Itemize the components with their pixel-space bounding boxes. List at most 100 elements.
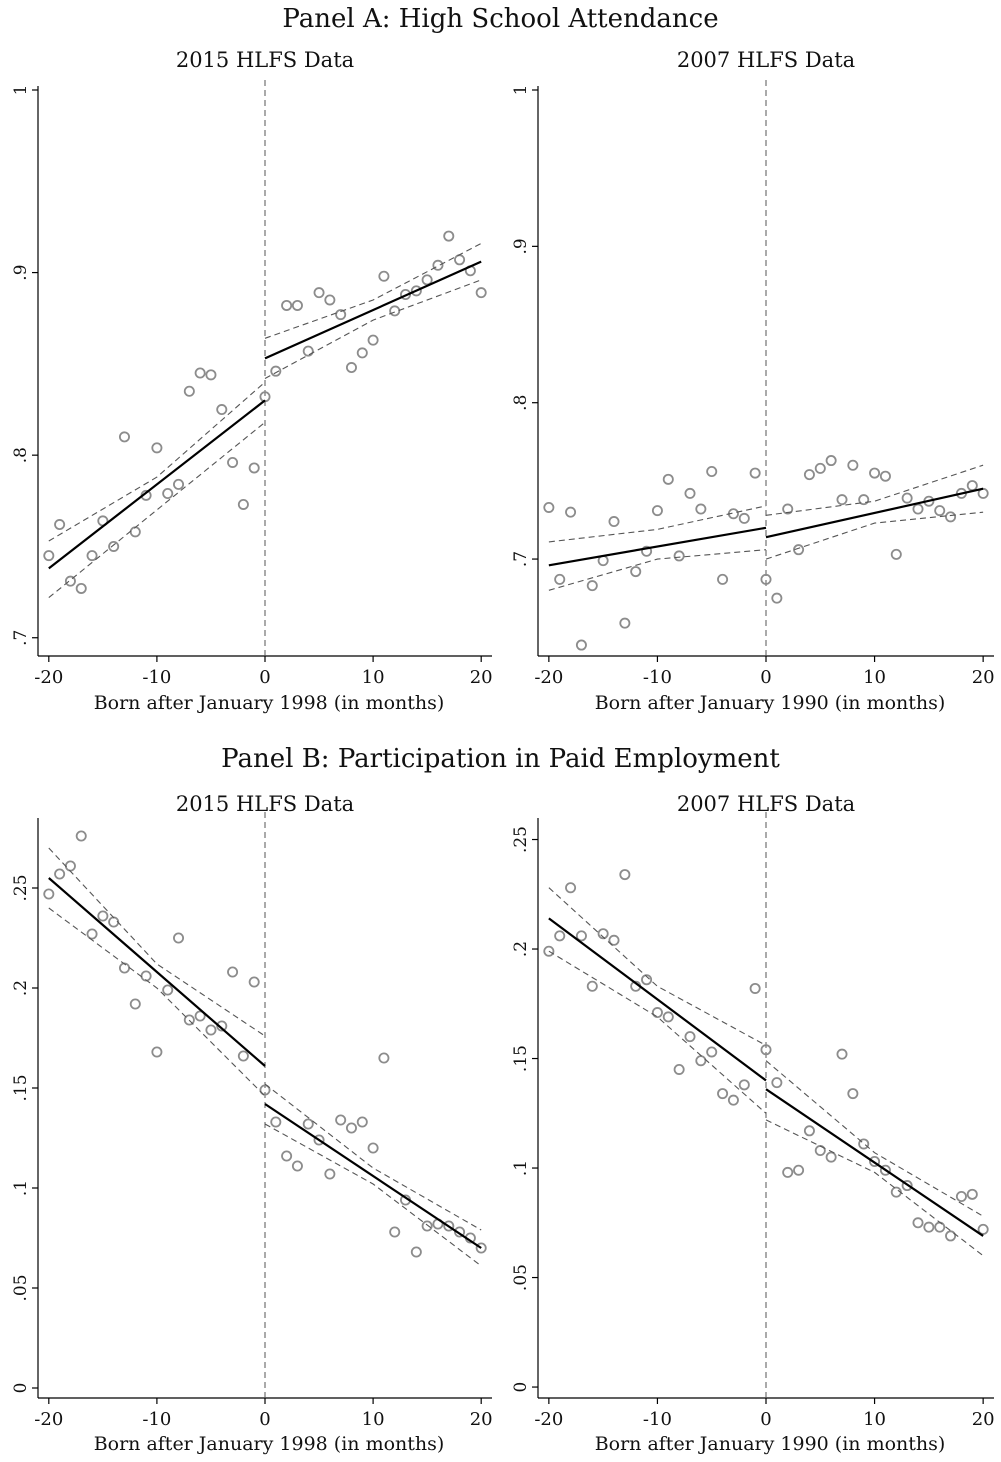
scatter-point bbox=[619, 869, 631, 881]
y-tick-label: .9 bbox=[511, 238, 531, 254]
ci-left-lower bbox=[548, 549, 767, 591]
x-axis-label: Born after January 1990 (in months) bbox=[595, 692, 946, 714]
subplot-title: 2015 HLFS Data bbox=[176, 48, 354, 72]
fit-line-right bbox=[264, 260, 482, 360]
scatter-point bbox=[651, 1007, 663, 1019]
ci-right-upper bbox=[264, 242, 482, 339]
scatter-point bbox=[108, 540, 120, 552]
scatter-point bbox=[237, 498, 249, 510]
scatter-point bbox=[858, 1138, 870, 1150]
scatter-point bbox=[945, 1230, 957, 1242]
x-tick-label: -20 bbox=[534, 667, 563, 688]
scatter-point bbox=[454, 254, 466, 266]
x-tick-label: 20 bbox=[972, 667, 995, 688]
scatter-point bbox=[454, 1226, 466, 1238]
scatter-point bbox=[858, 494, 870, 506]
scatter-point bbox=[43, 888, 55, 900]
scatter-point bbox=[879, 1164, 891, 1176]
scatter-point bbox=[966, 480, 978, 492]
scatter-point bbox=[173, 932, 185, 944]
scatter-point bbox=[586, 580, 598, 592]
scatter-point bbox=[75, 830, 87, 842]
scatter-point bbox=[183, 385, 195, 397]
scatter-point bbox=[912, 1217, 924, 1229]
y-tick-label: 0 bbox=[11, 1383, 31, 1394]
x-tick-label: 0 bbox=[259, 1409, 270, 1430]
scatter-point bbox=[324, 294, 336, 306]
scatter-point bbox=[565, 506, 577, 518]
y-tick-label: .2 bbox=[11, 980, 31, 996]
scatter-point bbox=[432, 259, 444, 271]
scatter-point bbox=[803, 1125, 815, 1137]
scatter-point bbox=[793, 544, 805, 556]
y-tick-label: 1 bbox=[11, 85, 31, 96]
scatter-point bbox=[684, 1031, 696, 1043]
scatter-point bbox=[270, 1116, 282, 1128]
scatter-point bbox=[836, 1048, 848, 1060]
x-tick-label: -10 bbox=[643, 1409, 672, 1430]
scatter-point bbox=[597, 928, 609, 940]
ci-left-upper bbox=[548, 887, 767, 1046]
scatter-point bbox=[302, 345, 314, 357]
scatter-point bbox=[749, 982, 761, 994]
y-tick-label: .9 bbox=[11, 264, 31, 280]
scatter-point bbox=[291, 299, 303, 311]
scatter-point bbox=[97, 910, 109, 922]
scatter-point bbox=[575, 930, 587, 942]
scatter-point bbox=[367, 1142, 379, 1154]
scatter-point bbox=[173, 478, 185, 490]
scatter-point bbox=[151, 442, 163, 454]
scatter-point bbox=[54, 868, 66, 880]
scatter-point bbox=[389, 1226, 401, 1238]
scatter-point bbox=[543, 501, 555, 513]
scatter-point bbox=[575, 639, 587, 651]
panel-b-title: Panel B: Participation in Paid Employmen… bbox=[221, 744, 780, 774]
scatter-point bbox=[140, 970, 152, 982]
x-tick-label: 10 bbox=[362, 667, 385, 688]
x-tick-label: 20 bbox=[972, 1409, 995, 1430]
chart-panel-a-2007: 2007 HLFS Data .7 .8 .9 1 -20 -10 0 10 20 Born aft… bbox=[511, 48, 995, 714]
scatter-point bbox=[608, 934, 620, 946]
fit-line-left bbox=[48, 399, 266, 570]
x-tick-label: -10 bbox=[643, 667, 672, 688]
chart-panel-a-2015: 2015 HLFS Data .7 .8 .9 1 -20 -10 0 10 20 Born aft… bbox=[11, 48, 493, 714]
y-tick-label: 1 bbox=[511, 85, 531, 96]
scatter-point bbox=[803, 469, 815, 481]
scatter-point bbox=[118, 962, 130, 974]
scatter-point bbox=[869, 1155, 881, 1167]
scatter-point bbox=[43, 550, 55, 562]
scatter-point bbox=[825, 1151, 837, 1163]
x-tick-label: -20 bbox=[534, 1409, 563, 1430]
scatter-point bbox=[619, 617, 631, 629]
scatter-point bbox=[934, 1221, 946, 1233]
scatter-point bbox=[216, 404, 228, 416]
scatter-point bbox=[194, 367, 206, 379]
x-axis-label: Born after January 1998 (in months) bbox=[94, 692, 445, 714]
scatter-point bbox=[345, 362, 357, 374]
y-tick-label: .15 bbox=[511, 1045, 531, 1072]
y-tick-label: .2 bbox=[511, 941, 531, 957]
scatter-point bbox=[901, 1180, 913, 1192]
panel-a-title: Panel A: High School Attendance bbox=[282, 4, 719, 34]
scatter-point bbox=[281, 1150, 293, 1162]
scatter-point bbox=[912, 503, 924, 515]
scatter-point bbox=[717, 1088, 729, 1100]
x-tick-label: -20 bbox=[34, 667, 63, 688]
x-tick-label: 0 bbox=[760, 667, 771, 688]
scatter-point bbox=[421, 1220, 433, 1232]
scatter-point bbox=[248, 976, 260, 988]
scatter-point bbox=[793, 1164, 805, 1176]
ci-left-lower bbox=[548, 950, 767, 1114]
scatter-point bbox=[706, 1046, 718, 1058]
subplot-title: 2007 HLFS Data bbox=[677, 48, 855, 72]
scatter-point bbox=[782, 503, 794, 515]
scatter-point bbox=[151, 1046, 163, 1058]
scatter-point bbox=[673, 1063, 685, 1075]
x-tick-label: 10 bbox=[863, 1409, 886, 1430]
y-tick-label: .05 bbox=[11, 1274, 31, 1301]
fit-line-left bbox=[548, 917, 767, 1082]
scatter-point bbox=[608, 516, 620, 528]
scatter-point bbox=[410, 285, 422, 297]
x-tick-label: 10 bbox=[362, 1409, 385, 1430]
